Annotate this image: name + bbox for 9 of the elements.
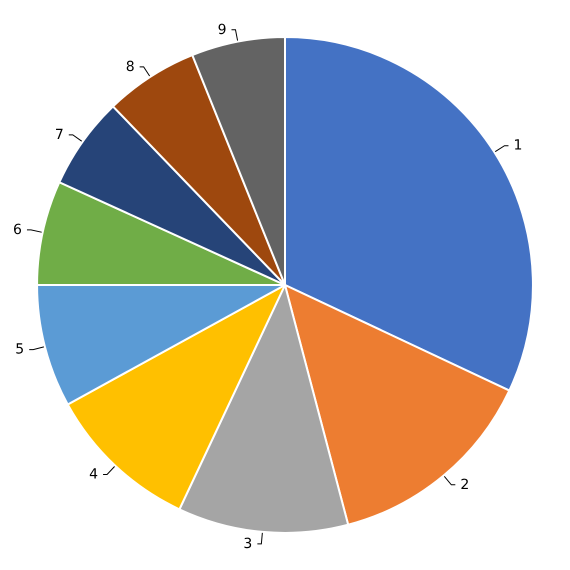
slice-label: 5 bbox=[15, 342, 24, 358]
slice-label: 4 bbox=[89, 466, 98, 482]
slice-label: 2 bbox=[460, 476, 470, 493]
slice-label: 3 bbox=[243, 536, 252, 552]
slice-label: 7 bbox=[54, 126, 64, 143]
slice-label: 6 bbox=[13, 222, 22, 238]
slice-label: 9 bbox=[218, 22, 226, 38]
slice-label: 1 bbox=[513, 138, 522, 154]
slice-label: 8 bbox=[126, 58, 135, 75]
